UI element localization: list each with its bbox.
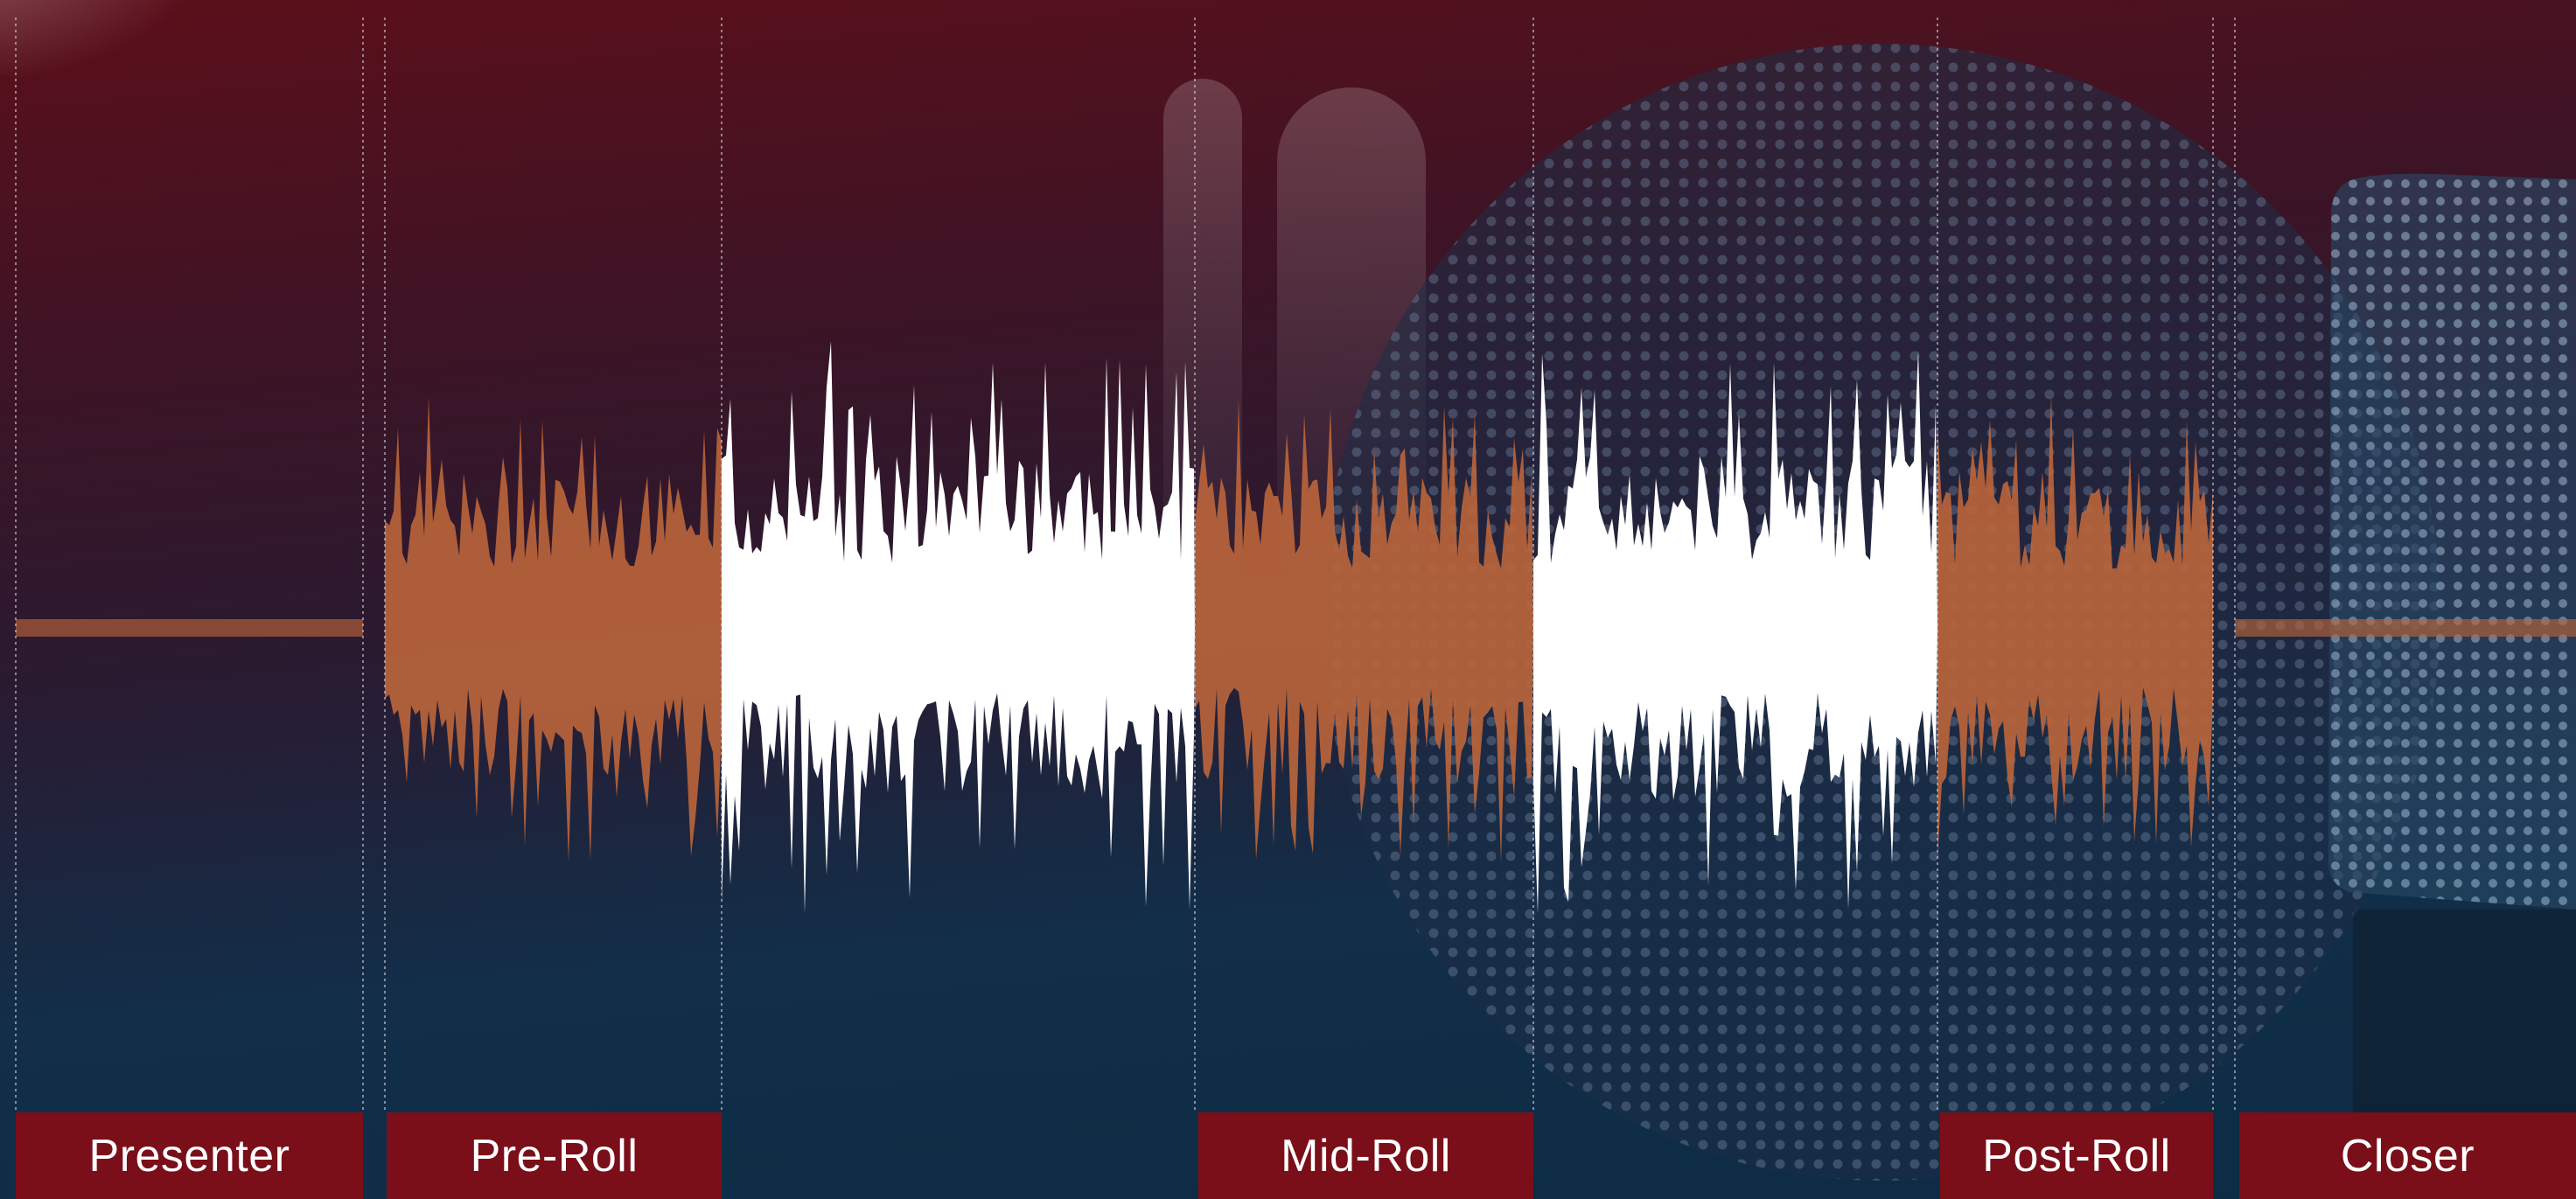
segment-label-mid-roll: Mid-Roll	[1198, 1112, 1533, 1199]
content-waveform-4	[1533, 349, 1937, 914]
segment-label-closer: Closer	[2239, 1112, 2576, 1199]
flat-waveform-0	[16, 619, 363, 637]
segment-label-presenter: Presenter	[16, 1112, 363, 1199]
content-waveform-2	[722, 341, 1195, 914]
segment-label-post-roll: Post-Roll	[1940, 1112, 2213, 1199]
ad-waveform-3	[1195, 400, 1533, 863]
segment-label-pre-roll: Pre-Roll	[387, 1112, 722, 1199]
flat-waveform-6	[2235, 619, 2576, 637]
ad-waveform-1	[385, 397, 722, 862]
ad-waveform-5	[1937, 394, 2213, 860]
